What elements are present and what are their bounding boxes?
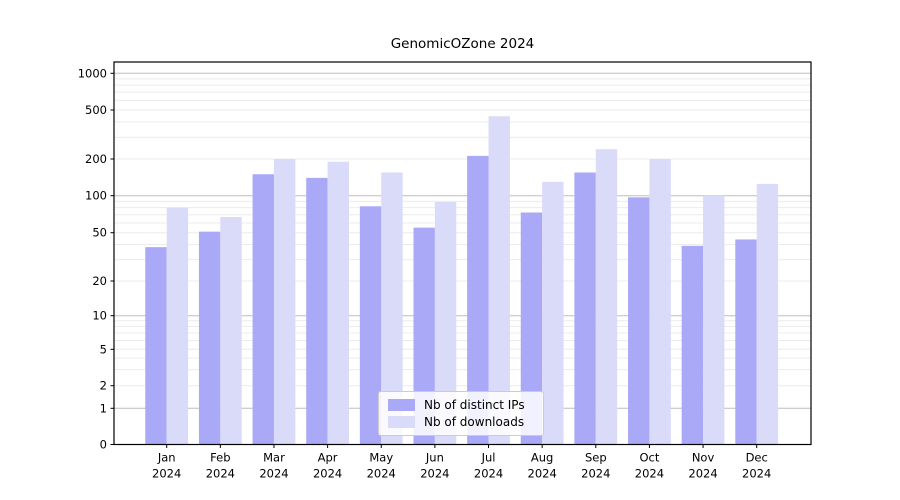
x-tick-label-month: Jun (425, 451, 444, 465)
x-tick-label-year: 2024 (367, 467, 396, 481)
x-tick-label-month: May (369, 451, 393, 465)
bar-distinct-ips-apr (306, 177, 328, 445)
bar-distinct-ips-nov (681, 245, 704, 445)
y-tick-label: 2 (100, 379, 107, 393)
bar-downloads-apr (327, 161, 350, 445)
x-tick-label-year: 2024 (313, 467, 342, 481)
bar-downloads-dec (756, 183, 779, 445)
x-tick-label-month: Sep (585, 451, 607, 465)
x-tick-label-year: 2024 (474, 467, 503, 481)
x-tick-label-year: 2024 (581, 467, 610, 481)
bar-distinct-ips-dec (735, 239, 757, 445)
y-tick-label: 0 (100, 438, 107, 452)
x-tick-label-month: Dec (746, 451, 768, 465)
legend-swatch-downloads (388, 416, 415, 429)
bar-downloads-jun (434, 201, 457, 445)
bar-downloads-jan (166, 207, 189, 445)
bar-distinct-ips-jun (413, 227, 435, 445)
bar-downloads-feb (220, 217, 242, 445)
x-tick-label-month: Feb (210, 451, 230, 465)
bar-distinct-ips-aug (520, 212, 543, 445)
x-tick-label-year: 2024 (152, 467, 181, 481)
x-tick-label-year: 2024 (742, 467, 771, 481)
bar-distinct-ips-jul (467, 155, 489, 445)
x-tick-label-month: Apr (318, 451, 338, 465)
y-tick-label: 5 (100, 342, 107, 356)
bar-downloads-aug (542, 181, 564, 445)
x-tick-label-year: 2024 (528, 467, 557, 481)
legend-swatch-distinct-ips (388, 398, 415, 411)
bar-downloads-mar (273, 159, 296, 445)
legend-label-distinct-ips: Nb of distinct IPs (424, 397, 525, 412)
x-tick-label-year: 2024 (635, 467, 664, 481)
y-tick-label: 100 (85, 189, 107, 203)
x-tick-label-month: Nov (692, 451, 715, 465)
x-tick-label-month: Mar (263, 451, 285, 465)
y-tick-label: 1000 (78, 66, 107, 80)
bar-downloads-oct (649, 159, 671, 445)
bar-downloads-jul (488, 116, 510, 445)
x-tick-label-year: 2024 (420, 467, 449, 481)
y-tick-label: 200 (85, 152, 107, 166)
x-tick-label-year: 2024 (688, 467, 717, 481)
x-tick-label-month: Jan (157, 451, 176, 465)
bar-distinct-ips-may (359, 206, 382, 445)
legend-label-downloads: Nb of downloads (424, 415, 525, 430)
bar-downloads-sep (595, 149, 618, 445)
bar-distinct-ips-mar (252, 174, 274, 445)
chart-title: GenomicOZone 2024 (390, 36, 535, 52)
bar-downloads-nov (703, 195, 725, 445)
x-tick-label-month: Aug (531, 451, 553, 465)
y-tick-label: 500 (85, 103, 107, 117)
y-tick-label: 20 (92, 274, 107, 288)
y-tick-label: 50 (92, 226, 107, 240)
bar-distinct-ips-sep (574, 172, 596, 445)
bar-distinct-ips-feb (198, 231, 221, 445)
y-tick-label: 10 (92, 309, 107, 323)
x-tick-label-year: 2024 (206, 467, 235, 481)
bar-distinct-ips-jan (145, 247, 167, 445)
plot-frame (113, 61, 812, 446)
y-tick-label: 1 (100, 401, 107, 415)
x-tick-label-month: Jul (481, 451, 496, 465)
legend: Nb of distinct IPs Nb of downloads (378, 391, 544, 436)
x-tick-label-year: 2024 (259, 467, 288, 481)
x-tick-label-month: Oct (639, 451, 659, 465)
bar-distinct-ips-oct (628, 197, 650, 445)
bar-downloads-may (381, 172, 403, 445)
legend-entry-distinct-ips: Nb of distinct IPs (388, 398, 534, 412)
legend-entry-downloads: Nb of downloads (388, 415, 534, 429)
